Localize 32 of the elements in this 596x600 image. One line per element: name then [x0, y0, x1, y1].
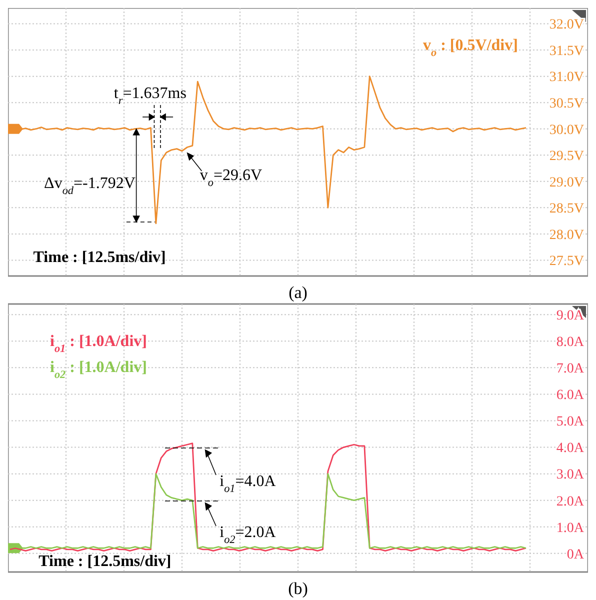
- y-tick-label: 28.0V: [549, 228, 584, 243]
- y-tick-label: 8.0A: [556, 335, 585, 350]
- y-tick-label: 31.0V: [549, 70, 584, 86]
- y-tick-label: 5.0A: [556, 414, 585, 430]
- y-tick-label: 32.0V: [549, 18, 584, 33]
- annotation: t$_{r}$=1.637ms: [114, 85, 186, 107]
- text: i$_{o1}$ : [1.0A/div]: [50, 333, 147, 355]
- y-tick-label: 28.5V: [549, 202, 584, 217]
- annotation: Time : [12.5ms/div]: [33, 249, 166, 266]
- y-tick-label: 2.0A: [556, 494, 585, 510]
- text: (a): [288, 283, 308, 302]
- annotation: i$_{o1}$=4.0A: [220, 473, 276, 495]
- y-tick-label: 1.0A: [556, 520, 585, 536]
- y-tick-label: 27.5V: [549, 254, 584, 270]
- y-tick-label: 30.0V: [549, 122, 584, 138]
- text: (b): [288, 579, 308, 598]
- text: i$_{o2}$ : [1.0A/div]: [50, 359, 147, 381]
- y-tick-label: 29.5V: [549, 149, 584, 164]
- annotation: Δv$_{od}$=-1.792V: [44, 175, 136, 197]
- y-tick-label: 30.5V: [549, 96, 584, 112]
- y-tick-label: 3.0A: [556, 468, 585, 483]
- y-tick-label: 7.0A: [556, 362, 585, 377]
- y-tick-label: 0A: [566, 547, 585, 562]
- y-tick-label: 6.0A: [556, 388, 585, 404]
- text: v$_{o}$ : [0.5V/div]: [423, 37, 518, 59]
- annotation: v$_{o}$=29.6V: [200, 167, 263, 189]
- annotation: Time : [12.5ms/div]: [38, 553, 172, 570]
- y-tick-label: 9.0A: [556, 308, 585, 324]
- annotation: i$_{o2}$=2.0A: [220, 524, 276, 546]
- y-tick-label: 29.0V: [549, 175, 584, 190]
- y-tick-label: 4.0A: [556, 441, 585, 456]
- y-tick-label: 31.5V: [549, 44, 584, 59]
